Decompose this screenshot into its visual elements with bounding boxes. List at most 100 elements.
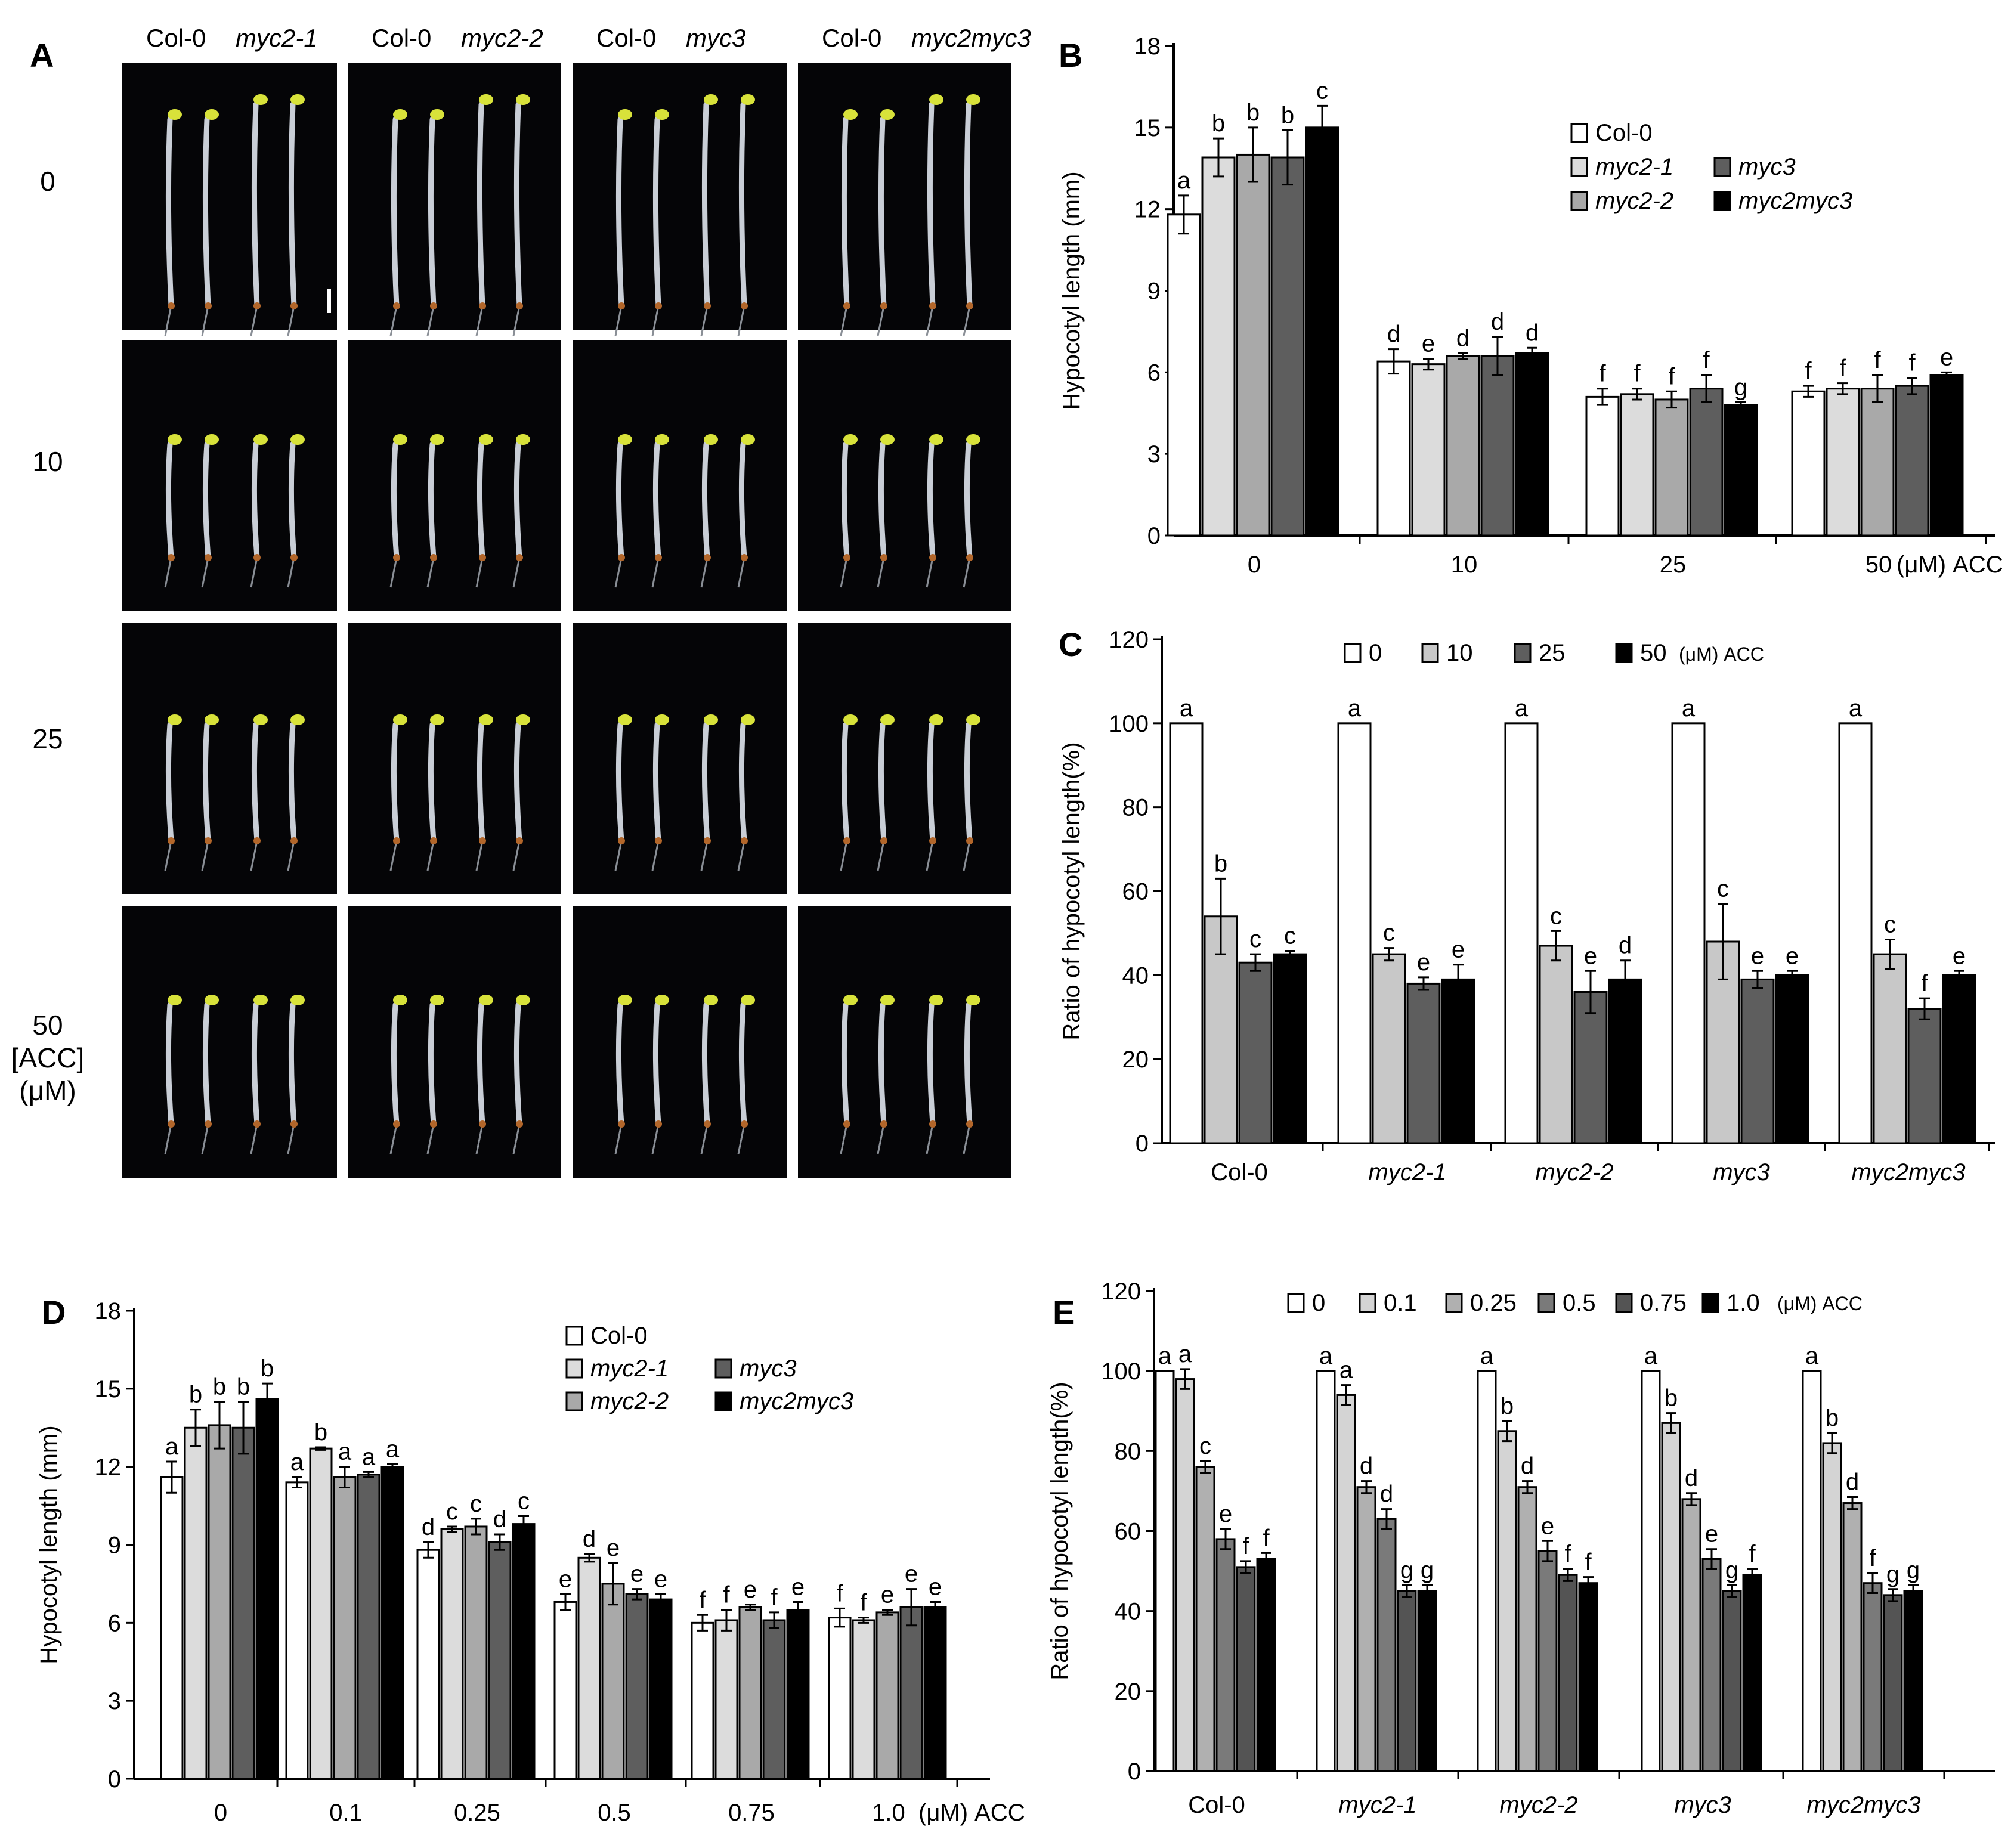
seedling-cotyledon [393,109,407,120]
significance-letter: f [1869,1545,1876,1571]
bar-Col-0 [1376,360,1411,537]
seedling-cotyledon [290,995,305,1005]
seedling-cotyledon [290,94,305,105]
seedling-seed-coat [618,302,625,309]
seedling-cotyledon [430,995,444,1005]
bar-10 [1372,953,1406,1144]
seedling-root [877,305,885,336]
seedling-cotyledon [205,995,219,1005]
y-tick-label: 80 [1122,795,1149,821]
seedling-hypocotyl [701,101,710,309]
y-tick-label: 40 [1122,962,1149,989]
seedling-hypocotyl [615,441,624,561]
bar-myc2-2 [1654,398,1689,537]
significance-letter: e [1219,1501,1232,1527]
significance-letter: d [1360,1453,1373,1479]
seedling-hypocotyl [841,116,850,309]
seedling-seed-coat [966,302,973,309]
bar-Col-0 [1585,395,1620,537]
bar-0.5 [1376,1518,1397,1772]
seedling-seed-coat [966,837,973,844]
seedling-cotyledon [479,714,493,725]
seedling-hypocotyl [738,101,747,309]
seedling-cotyledon [966,94,980,105]
seedling-hypocotyl [288,101,297,309]
seedling-hypocotyl [513,722,522,844]
bar-Col-0 [1791,390,1826,537]
legend-label: myc3 [1738,154,1796,180]
x-category-label: 25 [1660,552,1687,578]
significance-letter: a [1480,1343,1494,1369]
legend-swatch [1615,643,1633,663]
seedling-hypocotyl [391,441,400,561]
seedling-cotyledon [253,94,268,105]
seedling-root [512,557,521,588]
significance-letter: c [470,1491,482,1517]
seedling-seed-coat [290,554,298,561]
significance-letter: b [261,1355,274,1382]
significance-letter: f [1703,347,1710,373]
seedling-root [287,1123,295,1154]
seedling-hypocotyl [251,441,260,561]
bar-myc2-2 [333,1476,357,1780]
bar-myc2-2 [601,1583,625,1780]
seedling-seed-coat [843,302,850,309]
bar-0.25 [1195,1466,1215,1772]
x-category-label: myc2myc3 [1806,1792,1920,1818]
seedling-hypocotyl [964,101,973,309]
seedling-seed-coat [618,554,625,561]
seedling-photo [573,906,787,1178]
significance-letter: f [1921,970,1928,996]
legend-label: 50 [1640,640,1667,666]
legend-unit-label: (μM) ACC [1777,1293,1863,1314]
seedling-photo [348,623,561,894]
seedling-hypocotyl [615,1002,624,1127]
bar-myc2myc3 [255,1398,279,1780]
bar-0.25 [1681,1498,1701,1772]
seedling-hypocotyl [841,1002,850,1127]
x-category-label: myc3 [1674,1792,1731,1818]
seedling-cotyledon [168,995,182,1005]
significance-letter: e [1584,943,1597,969]
seedling-photo [122,906,337,1178]
seedling-hypocotyl [477,722,485,844]
seedling-seed-coat [479,837,486,844]
y-tick-label: 12 [95,1454,122,1481]
seedling-cotyledon [393,714,407,725]
bar-1.0 [1578,1582,1598,1772]
photo-row-label: 10 [32,446,63,477]
seedling-root [201,557,209,588]
seedling-root [250,557,258,588]
seedling-seed-coat [290,837,298,844]
x-category-label: myc2-2 [1499,1792,1577,1818]
significance-letter: g [1886,1561,1899,1587]
seedling-root [475,840,484,871]
seedling-seed-coat [843,554,850,561]
seedling-root [963,557,971,588]
legend-swatch [1344,643,1362,663]
seedling-hypocotyl [878,1002,887,1127]
significance-letter: f [1564,1541,1571,1567]
seedling-cotyledon [430,434,444,445]
bar-0 [1477,1370,1497,1772]
significance-letter: a [1158,1343,1172,1369]
significance-letter: e [654,1566,667,1592]
significance-letter: f [1805,358,1812,384]
bar-Col-0 [828,1617,852,1780]
seedling-cotyledon [966,434,980,445]
photo-row-unit-label: [ACC] [11,1042,85,1073]
seedling-hypocotyl [964,722,973,844]
bar-myc3 [357,1474,380,1780]
legend-label: 0.25 [1470,1290,1517,1316]
seedling-root [614,840,623,871]
bar-myc2-1 [714,1619,738,1780]
seedling-seed-coat [393,837,400,844]
seedling-photo [573,340,787,611]
significance-letter: a [165,1434,179,1460]
significance-letter: f [1585,1549,1592,1575]
seedling-hypocotyl [841,441,850,561]
legend-label: myc2-2 [1595,188,1673,214]
bar-myc2-2 [1860,388,1895,537]
seedling-cotyledon [655,714,669,725]
